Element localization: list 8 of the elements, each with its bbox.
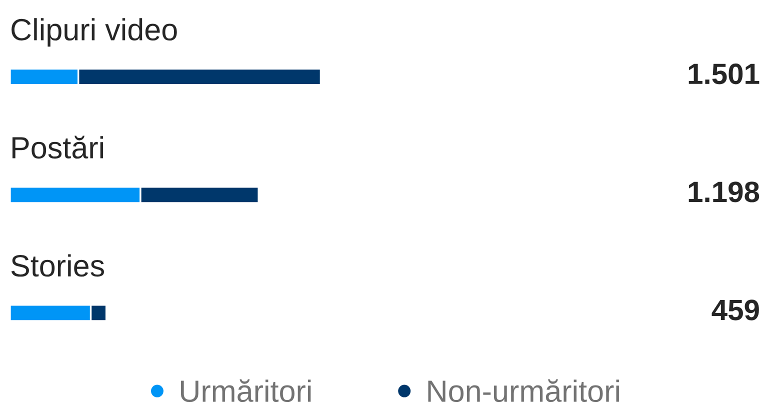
text: 459 [712,300,759,320]
legend-label: Non-urmăritori [428,379,619,402]
legend-label: Urmăritori [180,379,311,402]
y-tick-label: Stories [11,254,104,277]
y-tick-label: Postări [12,136,104,159]
y-tick-label: Clipuri video [12,18,177,47]
text: 1.501 [688,64,760,84]
text: 1.198 [688,182,760,202]
